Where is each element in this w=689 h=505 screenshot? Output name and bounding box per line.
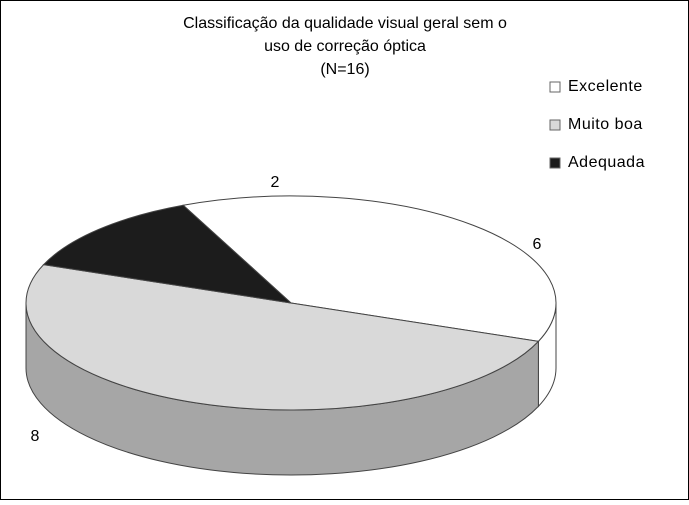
chart-title: uso de correção óptica <box>264 38 426 55</box>
legend-label: Muito boa <box>568 116 643 133</box>
pie-slice <box>182 195 557 342</box>
pie-slice <box>25 264 540 411</box>
chart-title: Classificação da qualidade visual geral … <box>183 15 507 32</box>
data-label: 6 <box>533 236 542 253</box>
chart-title: (N=16) <box>320 61 369 78</box>
legend-swatch <box>549 81 561 93</box>
pie-slice <box>42 204 293 304</box>
data-label: 8 <box>31 428 40 445</box>
data-label: 2 <box>271 174 280 191</box>
legend-swatch <box>549 157 561 169</box>
legend-label: Adequada <box>568 154 645 171</box>
legend-swatch <box>549 119 561 131</box>
legend-label: Excelente <box>568 78 643 95</box>
